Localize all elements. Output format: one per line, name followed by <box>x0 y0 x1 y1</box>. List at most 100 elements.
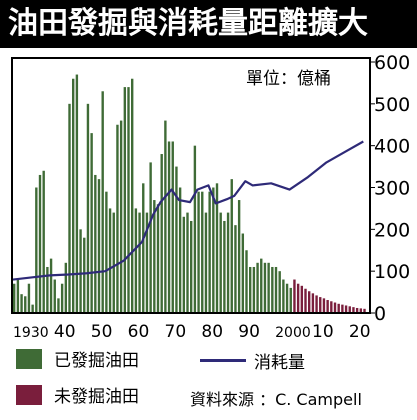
source-note: 資料來源 ：C. Campell <box>190 390 362 409</box>
bar <box>46 266 49 312</box>
unit-label: 單位：億桶 <box>246 69 331 89</box>
bar <box>355 307 359 312</box>
bar <box>348 306 351 312</box>
legend-swatch-undiscovered <box>16 384 42 405</box>
bar <box>149 162 152 312</box>
bar <box>241 233 245 312</box>
bar <box>201 191 204 312</box>
bar <box>38 174 42 312</box>
bar <box>190 220 193 312</box>
bar <box>333 302 337 312</box>
bar <box>97 179 101 312</box>
y-tick-label: 600 <box>374 52 410 74</box>
bar <box>116 124 119 312</box>
y-tick-label: 200 <box>374 219 410 241</box>
bar <box>256 262 259 312</box>
bar <box>315 295 318 312</box>
bar <box>24 296 27 312</box>
bar <box>145 212 149 312</box>
bar <box>260 258 263 312</box>
x-tick-label: 80 <box>201 322 223 342</box>
y-tick-label: 300 <box>374 178 410 200</box>
bar <box>68 103 71 312</box>
bar <box>234 225 237 312</box>
bar <box>112 212 115 312</box>
legend-label-discovered: 已發掘油田 <box>54 351 139 371</box>
legend-swatch-discovered <box>16 348 42 369</box>
bar <box>296 283 300 312</box>
bar <box>311 293 315 312</box>
bar <box>252 266 256 312</box>
bar <box>300 285 304 312</box>
legend-discovered: 已發掘油田 <box>16 346 139 371</box>
x-tick-label: 50 <box>91 322 113 342</box>
chart-title: 油田發掘與消耗量距離擴大 <box>8 6 368 41</box>
x-tick-label: 70 <box>165 322 187 342</box>
bar <box>156 204 160 312</box>
bar <box>175 166 178 312</box>
bar <box>289 287 292 312</box>
bar <box>352 307 355 312</box>
bar <box>49 258 53 312</box>
bar <box>105 191 108 312</box>
title-bar: 油田發掘與消耗量距離擴大 <box>0 0 417 48</box>
bar <box>182 216 186 312</box>
x-tick-label: 90 <box>238 322 260 342</box>
bar <box>72 78 75 312</box>
legend-undiscovered: 未發掘油田 <box>16 382 139 407</box>
x-tick-label: 1930 <box>13 325 49 341</box>
bar <box>363 308 366 312</box>
bar <box>13 283 16 312</box>
bar <box>263 262 267 312</box>
bar <box>134 208 138 312</box>
bar <box>119 120 123 312</box>
bar <box>42 170 45 312</box>
legend-label-undiscovered: 未發掘油田 <box>54 387 139 407</box>
bar <box>35 187 38 312</box>
bar <box>60 283 64 312</box>
legend-line-consumption <box>200 359 246 362</box>
bar <box>142 183 145 312</box>
x-tick-label: 20 <box>349 322 371 342</box>
bar <box>322 298 326 312</box>
legend-label-consumption: 消耗量 <box>254 353 305 373</box>
x-tick-label: 40 <box>54 322 76 342</box>
x-tick-label: 10 <box>312 322 334 342</box>
consumption-line <box>12 140 364 281</box>
bar <box>164 120 167 312</box>
bar <box>94 174 97 312</box>
bar <box>237 200 241 312</box>
bar <box>285 283 289 312</box>
y-tick-label: 400 <box>374 136 410 158</box>
bar <box>108 208 112 312</box>
legend-consumption: 消耗量 <box>200 348 305 373</box>
bar <box>178 187 182 312</box>
bar <box>326 300 329 312</box>
bar <box>212 187 215 312</box>
bar <box>53 279 56 312</box>
bar <box>75 74 79 312</box>
bar <box>86 103 90 312</box>
y-tick-label: 0 <box>374 303 386 325</box>
y-tick-label: 100 <box>374 261 410 283</box>
x-tick-label: 60 <box>128 322 150 342</box>
bar <box>79 229 82 312</box>
bar <box>20 294 23 312</box>
bar <box>167 141 171 312</box>
bar <box>267 262 270 312</box>
bar <box>245 250 248 312</box>
bar <box>223 220 226 312</box>
bar <box>304 288 307 312</box>
bar <box>271 266 274 312</box>
bar <box>186 212 189 312</box>
bar <box>337 303 340 312</box>
bar <box>278 271 281 312</box>
bar <box>153 200 156 312</box>
bar <box>160 154 163 312</box>
bar <box>308 291 311 312</box>
bar <box>219 212 222 312</box>
bar <box>204 212 208 312</box>
bar <box>31 304 34 312</box>
